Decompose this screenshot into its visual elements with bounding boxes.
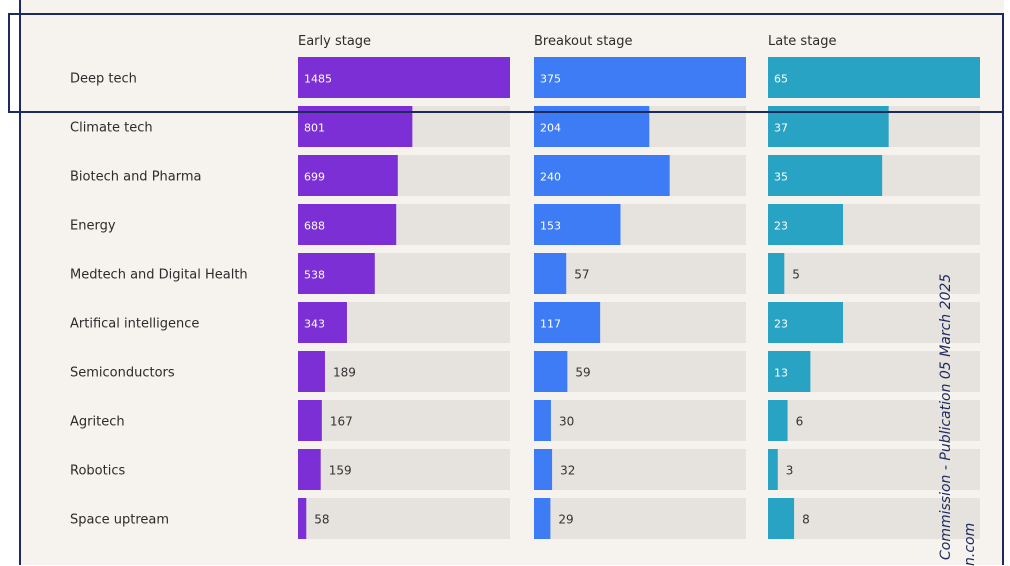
value-label: 37 xyxy=(774,122,788,135)
value-label: 57 xyxy=(574,268,589,282)
value-label: 8 xyxy=(802,513,810,527)
value-label: 6 xyxy=(796,415,804,429)
category-label-agritech: Agritech xyxy=(70,415,125,430)
category-label-space-uptream: Space uptream xyxy=(70,513,169,528)
bar-track xyxy=(298,498,510,539)
bar-track xyxy=(298,449,510,490)
category-label-artifical-intelligence: Artifical intelligence xyxy=(70,317,199,332)
value-label: 167 xyxy=(330,415,353,429)
value-label: 13 xyxy=(774,367,788,380)
value-label: 117 xyxy=(540,318,561,331)
bar-deep-tech-0 xyxy=(298,57,510,98)
bar-energy-1 xyxy=(534,204,621,245)
value-label: 58 xyxy=(314,513,329,527)
bar-track xyxy=(298,400,510,441)
bar-track xyxy=(534,351,746,392)
category-label-robotics: Robotics xyxy=(70,464,125,479)
bar-track xyxy=(534,253,746,294)
bar-artifical-intelligence-2 xyxy=(768,302,844,343)
bar-agritech-1 xyxy=(534,400,551,441)
bar-track xyxy=(768,449,980,490)
value-label: 35 xyxy=(774,171,788,184)
value-label: 801 xyxy=(304,122,325,135)
category-label-semiconductors: Semiconductors xyxy=(70,366,175,381)
bar-robotics-2 xyxy=(768,449,778,490)
bar-artifical-intelligence-0 xyxy=(298,302,347,343)
value-label: 30 xyxy=(559,415,574,429)
frame-right-border xyxy=(1002,13,1004,565)
bar-deep-tech-1 xyxy=(534,57,746,98)
bar-deep-tech-2 xyxy=(768,57,980,98)
bar-track xyxy=(768,498,980,539)
bar-medtech-and-digital-health-1 xyxy=(534,253,567,294)
value-label: 343 xyxy=(304,318,325,331)
bar-biotech-and-pharma-1 xyxy=(534,155,670,196)
category-label-deep-tech: Deep tech xyxy=(70,72,137,87)
value-label: 29 xyxy=(558,513,573,527)
column-header-early-stage: Early stage xyxy=(298,34,371,49)
bar-artifical-intelligence-1 xyxy=(534,302,601,343)
bar-track xyxy=(534,498,746,539)
bar-medtech-and-digital-health-0 xyxy=(298,253,375,294)
bar-space-uptream-1 xyxy=(534,498,551,539)
value-label: 204 xyxy=(540,122,561,135)
watermark-text: Commission - Publication 05 March 2025 xyxy=(938,273,954,560)
bar-energy-0 xyxy=(298,204,397,245)
bar-biotech-and-pharma-0 xyxy=(298,155,398,196)
bar-space-uptream-2 xyxy=(768,498,795,539)
value-label: 538 xyxy=(304,269,325,282)
value-label: 5 xyxy=(792,268,800,282)
column-header-breakout-stage: Breakout stage xyxy=(534,34,633,49)
value-label: 32 xyxy=(560,464,575,478)
value-label: 240 xyxy=(540,171,561,184)
bar-medtech-and-digital-health-2 xyxy=(768,253,785,294)
bar-agritech-2 xyxy=(768,400,788,441)
value-label: 59 xyxy=(575,366,590,380)
bar-robotics-0 xyxy=(298,449,321,490)
bar-track xyxy=(768,253,980,294)
value-label: 688 xyxy=(304,220,325,233)
bar-semiconductors-1 xyxy=(534,351,568,392)
bar-semiconductors-2 xyxy=(768,351,811,392)
column-header-late-stage: Late stage xyxy=(768,34,837,49)
value-label: 375 xyxy=(540,73,561,86)
bar-track xyxy=(768,400,980,441)
category-label-climate-tech: Climate tech xyxy=(70,121,153,136)
bar-semiconductors-0 xyxy=(298,351,325,392)
value-label: 23 xyxy=(774,220,788,233)
value-label: 153 xyxy=(540,220,561,233)
bar-agritech-0 xyxy=(298,400,322,441)
value-label: 1485 xyxy=(304,73,332,86)
value-label: 159 xyxy=(329,464,352,478)
bar-track xyxy=(298,351,510,392)
category-label-medtech-and-digital-health: Medtech and Digital Health xyxy=(70,268,248,283)
bar-track xyxy=(534,400,746,441)
value-label: 189 xyxy=(333,366,356,380)
category-label-biotech-and-pharma: Biotech and Pharma xyxy=(70,170,201,185)
category-label-energy: Energy xyxy=(70,219,116,234)
value-label: 65 xyxy=(774,73,788,86)
bar-track xyxy=(534,449,746,490)
value-label: 3 xyxy=(786,464,794,478)
bar-robotics-1 xyxy=(534,449,553,490)
value-label: 699 xyxy=(304,171,325,184)
bar-space-uptream-0 xyxy=(298,498,307,539)
value-label: 23 xyxy=(774,318,788,331)
watermark-url: n.com xyxy=(962,522,978,566)
bar-energy-2 xyxy=(768,204,844,245)
bar-biotech-and-pharma-2 xyxy=(768,155,883,196)
